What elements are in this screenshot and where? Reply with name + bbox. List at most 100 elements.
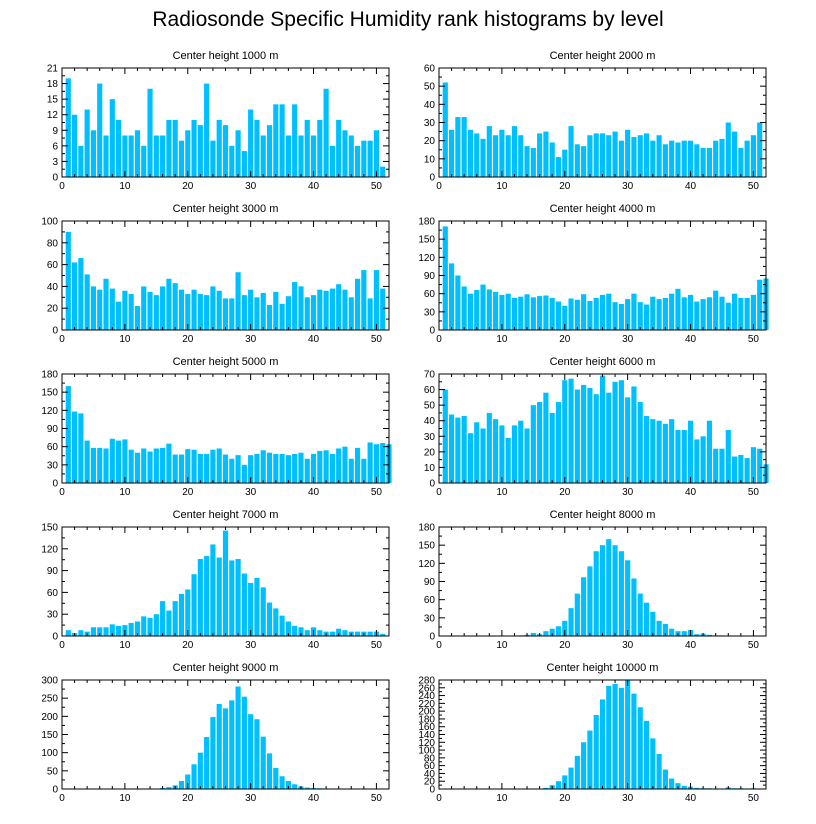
histogram-bar xyxy=(342,630,348,636)
histogram-bar xyxy=(599,294,606,330)
histogram-bar xyxy=(669,778,675,789)
x-tick-label: 30 xyxy=(245,181,257,192)
histogram-bar xyxy=(266,452,273,483)
histogram-bar xyxy=(543,631,549,636)
histogram-bar xyxy=(160,135,166,177)
histogram-bar xyxy=(593,715,599,789)
histogram-bar xyxy=(694,634,700,636)
x-tick-label: 20 xyxy=(559,640,571,651)
histogram-bar xyxy=(694,301,700,330)
histogram-bar xyxy=(549,142,555,177)
y-tick-label: 90 xyxy=(47,424,59,435)
y-tick-label: 30 xyxy=(424,613,436,624)
x-tick-label: 0 xyxy=(59,334,65,345)
y-tick-label: 80 xyxy=(47,238,59,249)
y-tick-label: 20 xyxy=(47,304,59,315)
histogram-bar xyxy=(248,455,254,483)
y-tick-label: 150 xyxy=(418,541,435,552)
histogram-bar xyxy=(185,589,191,636)
histogram-bar xyxy=(273,104,279,177)
y-tick-label: 150 xyxy=(41,388,58,399)
histogram-bar xyxy=(166,787,172,789)
histogram-bar xyxy=(323,450,329,483)
x-tick-label: 10 xyxy=(119,181,131,192)
y-tick-label: 30 xyxy=(424,307,436,318)
histogram-bar xyxy=(593,297,599,330)
histogram-bar xyxy=(216,119,222,177)
histogram-bar xyxy=(606,392,612,483)
histogram-bar xyxy=(681,631,687,636)
histogram-bar xyxy=(499,129,505,177)
histogram-bar xyxy=(65,386,71,483)
histogram-bar xyxy=(84,440,90,483)
x-tick-label: 20 xyxy=(182,640,194,651)
histogram-bar xyxy=(461,416,467,483)
histogram-bar xyxy=(543,392,549,483)
histogram-bar xyxy=(109,99,115,177)
histogram-bar xyxy=(216,448,222,483)
histogram-bar xyxy=(549,412,555,483)
histogram-bar xyxy=(329,453,335,483)
histogram-panel: Center height 2000 m 0 10 20 30 40 50 0 10 20 30 40… xyxy=(424,50,767,192)
histogram-bar xyxy=(524,146,530,177)
histogram-bar xyxy=(606,539,612,636)
histogram-bar xyxy=(612,131,618,177)
histogram-bar xyxy=(254,719,260,789)
y-tick-label: 90 xyxy=(424,271,436,282)
histogram-bar xyxy=(650,738,656,789)
x-tick-label: 40 xyxy=(308,640,320,651)
y-tick-label: 260 xyxy=(418,683,435,694)
histogram-bar xyxy=(310,453,317,483)
histogram-bar xyxy=(65,630,71,636)
x-tick-label: 10 xyxy=(496,181,508,192)
x-tick-label: 20 xyxy=(559,181,571,192)
x-tick-label: 20 xyxy=(559,334,571,345)
histogram-bar xyxy=(292,625,298,636)
histogram-bar xyxy=(298,286,304,330)
x-tick-label: 40 xyxy=(685,181,697,192)
histogram-bar xyxy=(713,140,719,177)
y-tick-label: 200 xyxy=(418,707,435,718)
x-tick-label: 50 xyxy=(748,334,760,345)
histogram-bar xyxy=(134,621,141,636)
histogram-bar xyxy=(599,699,606,789)
histogram-bar xyxy=(178,454,185,483)
histogram-bar xyxy=(204,556,210,636)
histogram-bar xyxy=(750,294,756,330)
x-tick-label: 40 xyxy=(685,487,697,498)
y-tick-label: 60 xyxy=(424,761,436,772)
histogram-bar xyxy=(719,448,725,483)
histogram-bar xyxy=(568,767,574,789)
histogram-bar xyxy=(185,130,191,177)
histogram-bar xyxy=(442,389,448,483)
histogram-bar xyxy=(555,626,562,636)
histogram-bar xyxy=(103,278,109,330)
histogram-bar xyxy=(524,294,530,330)
histogram-bar xyxy=(637,402,643,483)
histogram-bar xyxy=(65,231,71,330)
y-tick-label: 20 xyxy=(424,447,436,458)
x-tick-label: 10 xyxy=(119,793,131,804)
y-tick-label: 50 xyxy=(424,401,436,412)
histogram-bar xyxy=(348,135,354,177)
histogram-bar xyxy=(719,296,725,330)
histogram-bar xyxy=(178,140,185,177)
histogram-bar xyxy=(681,140,687,177)
histogram-bar xyxy=(744,140,750,177)
histogram-bar xyxy=(197,294,203,330)
y-tick-label: 100 xyxy=(41,217,58,228)
histogram-bar xyxy=(329,145,335,177)
histogram-bar xyxy=(185,294,191,330)
x-tick-label: 20 xyxy=(559,793,571,804)
histogram-bar xyxy=(354,447,361,483)
histogram-bar xyxy=(606,135,612,177)
histogram-bar xyxy=(204,83,210,177)
y-tick-label: 180 xyxy=(418,523,435,534)
histogram-bar xyxy=(625,299,631,330)
x-tick-label: 20 xyxy=(182,181,194,192)
y-tick-label: 30 xyxy=(424,432,436,443)
histogram-bar xyxy=(612,381,618,483)
y-tick-label: 40 xyxy=(424,769,436,780)
y-tick-label: 100 xyxy=(41,748,58,759)
